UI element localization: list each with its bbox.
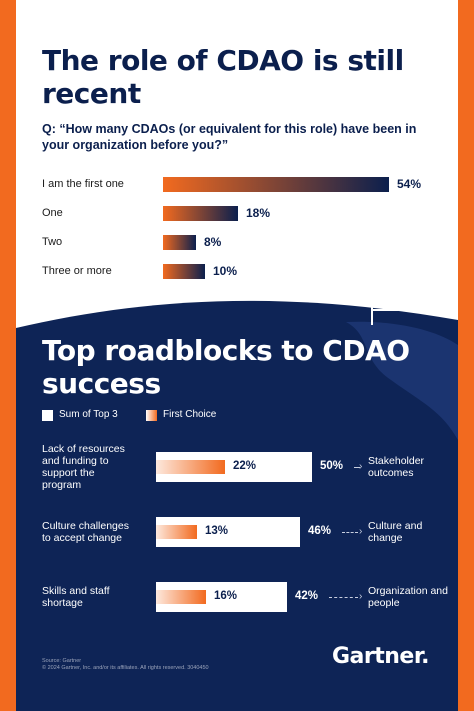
first-choice-value-label: 16%: [214, 590, 237, 602]
legend-label: First Choice: [163, 409, 216, 420]
sum-top3-value-label: 46%: [308, 525, 331, 537]
section-title: Top roadblocks to CDAO success: [42, 334, 442, 400]
connector-arrow-icon: ›: [359, 591, 362, 602]
bar: [163, 235, 196, 250]
bar-first-choice: [156, 460, 225, 474]
roadblock-row: Lack of resources and funding to support…: [42, 452, 458, 492]
outcome-label: Culture and change: [368, 520, 458, 544]
page-title: The role of CDAO is still recent: [42, 44, 442, 110]
bar-row: Three or more 10%: [42, 264, 452, 280]
bar-row: I am the first one 54%: [42, 177, 452, 193]
flag-icon: [368, 293, 402, 325]
bar-category-label: Three or more: [42, 265, 112, 277]
bar-value-label: 10%: [213, 264, 237, 278]
bar-value-label: 18%: [246, 206, 270, 220]
copyright-line: © 2024 Gartner, Inc. and/or its affiliat…: [42, 665, 209, 672]
outcome-label: Organization and people: [368, 585, 458, 609]
roadblock-label: Lack of resources and funding to support…: [42, 443, 130, 491]
roadblock-label: Culture challenges to accept change: [42, 520, 130, 544]
sum-top3-value-label: 42%: [295, 590, 318, 602]
bar: [163, 206, 238, 221]
bar-row: One 18%: [42, 206, 452, 222]
bar-row: Two 8%: [42, 235, 452, 251]
legend-swatch-orange: [146, 410, 157, 421]
bar-value-label: 8%: [204, 235, 221, 249]
roadblock-row: Culture challenges to accept change 13% 46…: [42, 517, 458, 557]
first-choice-value-label: 13%: [205, 525, 228, 537]
sum-top3-value-label: 50%: [320, 460, 343, 472]
bar-category-label: I am the first one: [42, 178, 124, 190]
connector-dash: [329, 597, 358, 598]
survey-question: Q: “How many CDAOs (or equivalent for th…: [42, 121, 442, 153]
source-line: Source: Gartner: [42, 658, 209, 665]
legend-swatch-white: [42, 410, 53, 421]
bar-category-label: One: [42, 207, 63, 219]
connector-arrow-icon: ›: [359, 526, 362, 537]
bar-value-label: 54%: [397, 177, 421, 191]
bar: [163, 177, 389, 192]
roadblock-label: Skills and staff shortage: [42, 585, 130, 609]
source-note: Source: Gartner © 2024 Gartner, Inc. and…: [42, 658, 209, 672]
legend-label: Sum of Top 3: [59, 409, 118, 420]
gartner-logo: Gartner.: [332, 644, 429, 669]
roadblock-row: Skills and staff shortage 16% 42% › Organiza…: [42, 582, 458, 622]
bar-first-choice: [156, 525, 197, 539]
connector-arrow-icon: ›: [359, 461, 362, 472]
first-choice-value-label: 22%: [233, 460, 256, 472]
bar-category-label: Two: [42, 236, 62, 248]
bar-first-choice: [156, 590, 206, 604]
content-panel: The role of CDAO is still recent Q: “How…: [16, 0, 458, 711]
bar: [163, 264, 205, 279]
connector-dash: [342, 532, 358, 533]
outcome-label: Stakeholder outcomes: [368, 455, 458, 479]
